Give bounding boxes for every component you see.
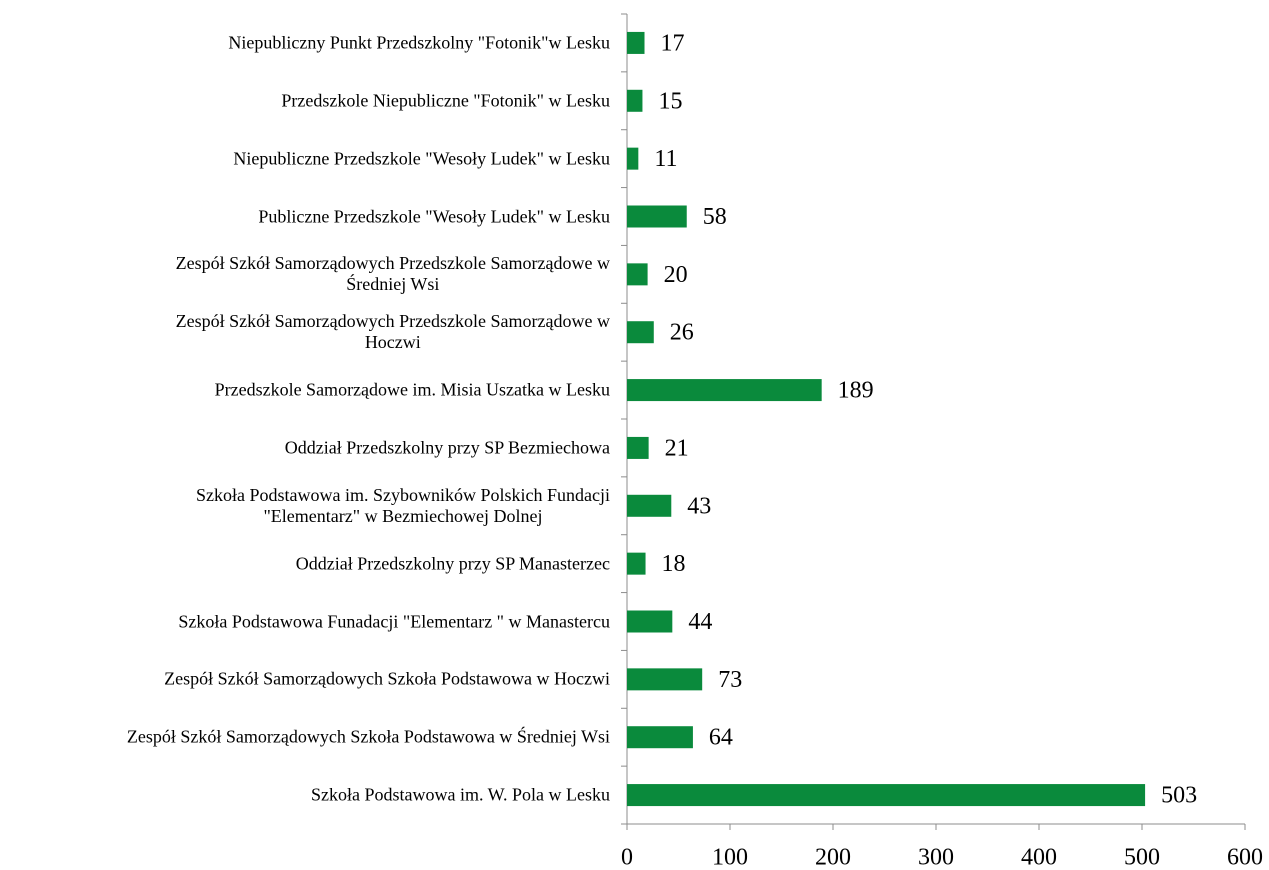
value-label: 15	[658, 88, 682, 114]
value-label: 64	[709, 725, 733, 751]
bar	[627, 784, 1146, 807]
value-label: 58	[703, 204, 727, 230]
value-label: 20	[664, 262, 688, 288]
bar	[627, 263, 648, 286]
bar	[627, 726, 693, 749]
y-tick-label: Szkoła Podstawowa im. W. Pola w Lesku	[311, 784, 610, 805]
x-tick-label: 400	[1021, 845, 1057, 870]
bar	[627, 321, 654, 344]
y-tick-label: Zespół Szkół Samorządowych Szkoła Podsta…	[164, 668, 610, 689]
value-label: 18	[662, 551, 686, 577]
bar	[627, 610, 673, 633]
value-label: 17	[661, 30, 685, 56]
bar	[627, 494, 672, 517]
y-tick-label: Oddział Przedszkolny przy SP Bezmiechowa	[284, 437, 610, 458]
y-tick-label: Niepubliczne Przedszkole "Wesoły Ludek" …	[233, 148, 610, 169]
value-label: 73	[718, 667, 742, 693]
bar	[627, 436, 649, 459]
y-tick-label: Zespół Szkół Samorządowych Szkoła Podsta…	[126, 726, 610, 747]
y-tick-label: Przedszkole Samorządowe im. Misia Uszatk…	[214, 379, 610, 400]
y-tick-label: Szkoła Podstawowa Funadacji "Elementarz …	[178, 611, 610, 631]
value-label: 189	[838, 378, 874, 404]
y-tick-label: Przedszkole Niepubliczne "Fotonik" w Les…	[281, 90, 610, 111]
y-tick-label: Niepubliczny Punkt Przedszkolny "Fotonik…	[228, 32, 610, 53]
x-tick-label: 100	[712, 845, 748, 870]
x-tick-label: 500	[1124, 845, 1160, 870]
y-tick-label: Szkoła Podstawowa im. Szybowników Polski…	[196, 484, 610, 526]
value-label: 44	[688, 609, 712, 635]
y-tick-label: Publiczne Przedszkole "Wesoły Ludek" w L…	[258, 206, 610, 226]
x-tick-label: 300	[918, 845, 954, 870]
y-tick-label: Oddział Przedszkolny przy SP Manasterzec	[295, 553, 610, 574]
y-tick-label: Zespół Szkół Samorządowych Przedszkole S…	[175, 311, 610, 353]
bar	[627, 379, 822, 402]
value-label: 43	[687, 493, 711, 519]
bar	[627, 147, 639, 170]
value-label: 11	[654, 146, 677, 172]
bar	[627, 89, 643, 112]
value-label: 503	[1161, 783, 1197, 809]
bar	[627, 668, 703, 691]
bar	[627, 205, 687, 228]
x-tick-label: 0	[621, 845, 633, 870]
value-label: 26	[670, 320, 694, 346]
x-tick-label: 600	[1227, 845, 1263, 870]
bar	[627, 552, 646, 575]
value-label: 21	[665, 435, 689, 461]
bar	[627, 31, 645, 54]
x-tick-label: 200	[815, 845, 851, 870]
y-tick-label: Zespół Szkół Samorządowych Przedszkole S…	[175, 253, 610, 295]
